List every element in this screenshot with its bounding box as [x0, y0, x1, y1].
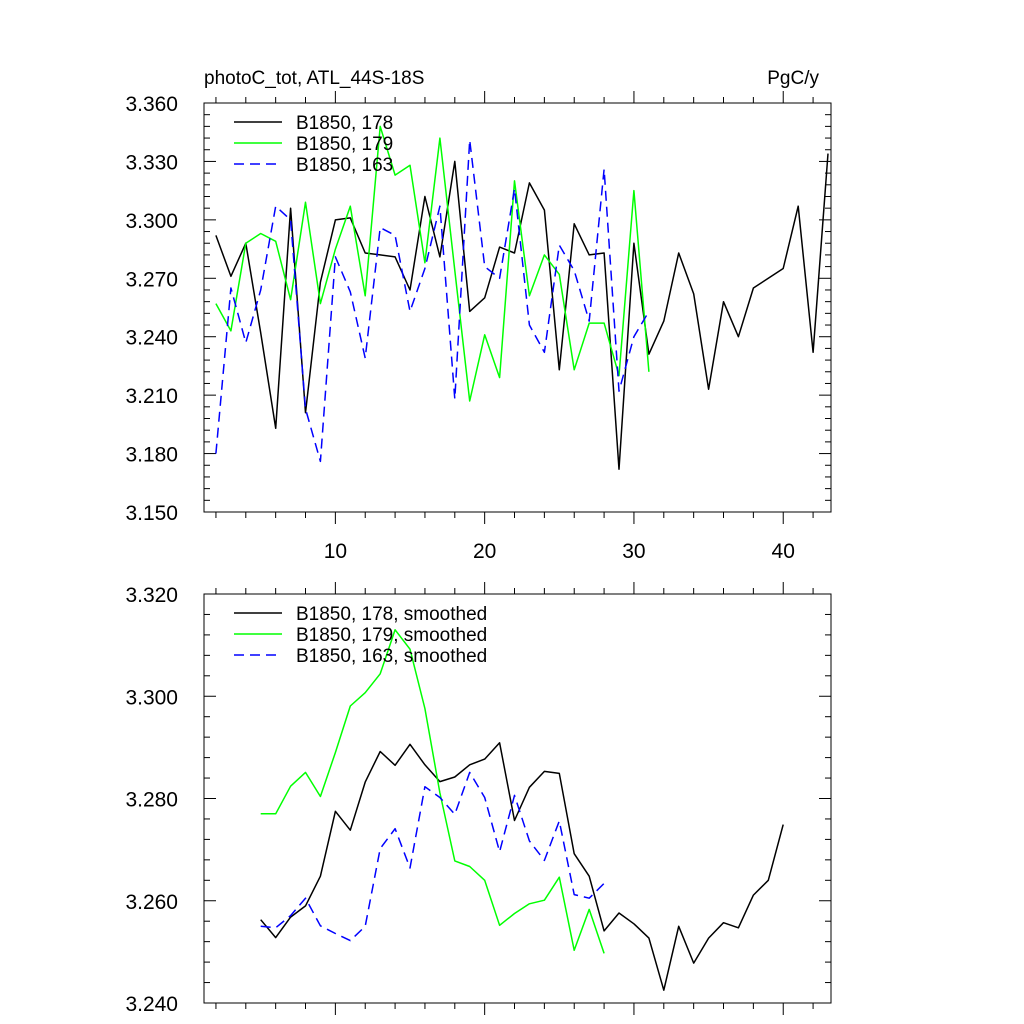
x-tick-label: 20 [473, 540, 496, 563]
top-plot-frame [203, 102, 832, 513]
legend-label: B1850, 163, smoothed [296, 646, 487, 667]
y-tick-label: 3.330 [125, 151, 178, 174]
bottom-series-lines [260, 629, 784, 991]
bottom-major-ticks [204, 582, 831, 1015]
x-tick-label: 30 [622, 540, 645, 563]
top-panel-title: photoC_tot, ATL_44S-18S [204, 68, 424, 89]
y-tick-label: 3.240 [125, 327, 178, 350]
y-tick-label: 3.270 [125, 268, 178, 291]
top-minor-ticks [204, 97, 831, 518]
top-y-tick-labels: 3.150 3.180 3.210 3.240 3.270 3.300 3.330 3.360 [125, 93, 178, 525]
x-tick-label: 10 [324, 540, 347, 563]
legend-label: B1850, 178, smoothed [296, 604, 487, 625]
legend-label: B1850, 178 [296, 113, 393, 134]
y-tick-label: 3.300 [125, 210, 178, 233]
legend-label: B1850, 179, smoothed [296, 625, 487, 646]
bottom-y-tick-labels: 3.240 3.260 3.280 3.300 3.320 [125, 584, 178, 1016]
series-line [215, 139, 650, 463]
y-tick-label: 3.320 [125, 584, 178, 607]
top-panel-units: PgC/y [767, 68, 819, 89]
legend-label: B1850, 179 [296, 134, 393, 155]
top-series-lines [215, 125, 829, 470]
series-line [260, 629, 605, 954]
y-tick-label: 3.280 [125, 789, 178, 812]
legend-label: B1850, 163 [296, 155, 393, 176]
top-x-tick-labels: 10 20 30 40 [324, 540, 795, 563]
y-tick-label: 3.300 [125, 686, 178, 709]
y-tick-label: 3.180 [125, 444, 178, 467]
x-tick-label: 40 [772, 540, 795, 563]
y-tick-label: 3.150 [125, 502, 178, 525]
y-tick-label: 3.210 [125, 385, 178, 408]
series-line [260, 742, 784, 991]
series-line [215, 125, 650, 402]
y-tick-label: 3.360 [125, 93, 178, 116]
series-line [260, 771, 605, 942]
y-tick-label: 3.240 [125, 993, 178, 1016]
bottom-minor-ticks [204, 588, 831, 1009]
y-tick-label: 3.260 [125, 891, 178, 914]
top-panel: photoC_tot, ATL_44S-18S PgC/y 3.150 3.180… [125, 68, 832, 563]
bottom-panel: 3.240 3.260 3.280 3.300 3.320 B1850, 178, sm… [125, 582, 832, 1016]
top-major-ticks [204, 91, 831, 524]
series-line [215, 153, 829, 470]
